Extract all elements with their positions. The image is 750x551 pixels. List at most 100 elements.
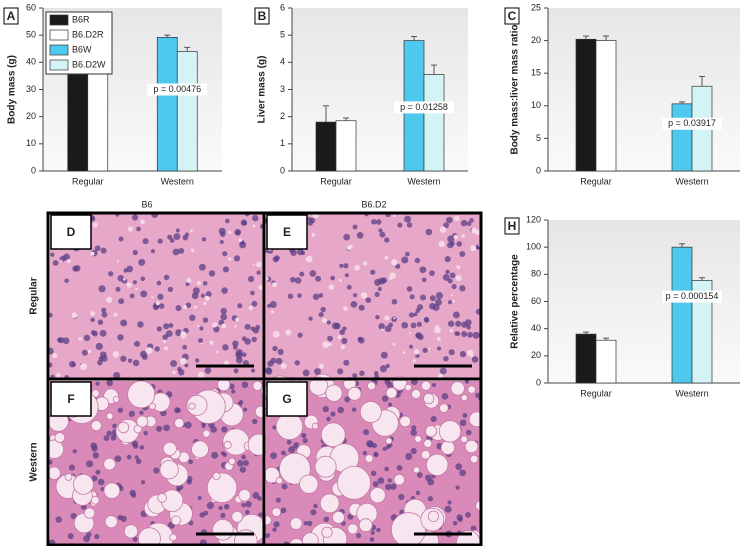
vacuole [354,264,361,271]
vacuole [456,265,461,270]
bar [671,246,693,384]
legend-swatch [49,44,69,56]
nucleus [384,237,390,243]
bar [156,36,178,172]
vacuole [408,331,411,334]
nucleus [204,367,212,374]
annotation: p = 0.000154 [666,291,719,301]
nucleus [275,357,283,365]
lipid-droplet [385,387,398,399]
nucleus [327,335,333,342]
nucleus [52,260,59,266]
lipid-droplet [186,394,208,416]
nucleus [337,368,344,375]
annotation-box [147,83,208,96]
nucleus [241,502,246,508]
nucleus [419,294,427,301]
nucleus [307,220,314,226]
y-tick-label: 10 [531,100,541,110]
vacuole [193,305,198,309]
bar [67,74,89,172]
nucleus [351,407,357,412]
nucleus [404,251,410,257]
y-tick-label: 6 [280,2,285,12]
lipid-droplet [460,435,468,444]
y-tick-label: 40 [26,57,36,67]
nucleus [163,274,170,281]
vacuole [116,260,120,263]
nucleus [339,329,345,335]
nucleus [143,430,148,436]
nucleus [233,368,239,374]
nucleus [108,271,114,277]
nucleus [432,303,440,311]
vacuole [392,342,396,346]
lipid-droplet [412,466,420,474]
nucleus [163,424,170,432]
nucleus [318,293,324,298]
nucleus [398,493,405,501]
nucleus [376,527,381,533]
lipid-droplet [191,440,209,459]
nucleus [459,419,467,427]
bar [315,121,337,172]
y-axis-label: Relative percentage [510,254,521,349]
vacuole [381,328,384,331]
vacuole [452,299,455,303]
nucleus [299,271,305,277]
nucleus [232,345,238,350]
panel-label: H [508,219,517,233]
panel-label-box [3,7,19,25]
nucleus [175,305,182,312]
nucleus [235,349,243,357]
nucleus [464,379,470,384]
nucleus [415,332,423,339]
y-tick-label: 50 [26,30,36,40]
nucleus [451,283,457,290]
y-tick-label: 0 [536,165,541,175]
nucleus [251,214,259,222]
vacuole [228,257,232,261]
lipid-droplet [64,473,73,481]
nucleus [378,277,386,285]
nucleus [379,365,388,373]
lipid-droplet [367,381,376,391]
nucleus [199,263,206,271]
bar [335,120,357,172]
nucleus [170,360,178,368]
nucleus [140,290,148,298]
nucleus [256,270,261,275]
nucleus [239,466,246,473]
nucleus [141,480,146,485]
lipid-droplet [174,417,185,429]
nucleus [446,241,454,249]
nucleus [449,272,456,279]
nucleus [223,503,230,510]
nucleus [388,402,393,407]
nucleus [152,303,160,311]
nucleus [270,452,278,460]
vacuole [127,226,134,232]
nucleus [353,293,358,298]
row-label: Regular [29,277,40,314]
nucleus [202,317,209,323]
bar [595,339,617,384]
nucleus [175,228,180,233]
nucleus [287,293,294,299]
nucleus [117,334,124,341]
nucleus [312,293,320,301]
nucleus [381,395,389,402]
y-tick-label: 120 [526,214,541,224]
nucleus [100,247,107,254]
vacuole [321,317,327,324]
nucleus [67,533,74,540]
nucleus [390,483,397,490]
nucleus [443,356,449,362]
lipid-droplet [47,466,61,480]
nucleus [258,512,263,518]
nucleus [294,277,302,284]
nucleus [330,411,336,417]
x-tick-label: Western [407,176,440,186]
vacuole [453,215,460,222]
nucleus [343,359,350,366]
